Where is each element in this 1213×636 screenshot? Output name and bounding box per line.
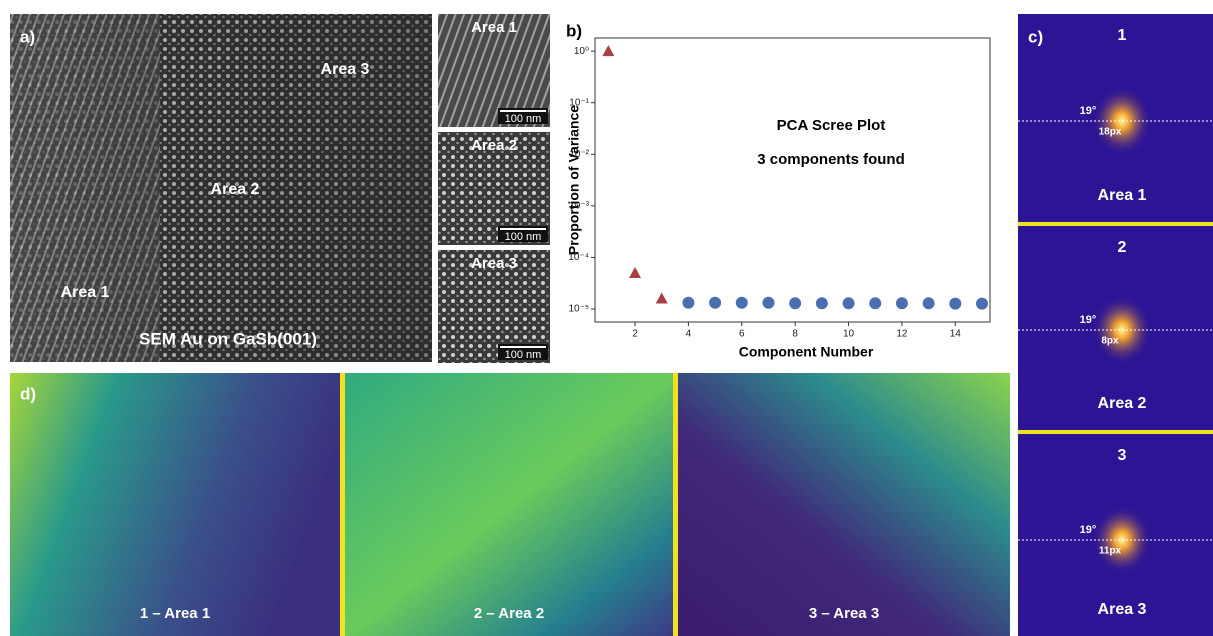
fft-index: 1 (1118, 27, 1127, 44)
y-tick-label: 10⁰ (574, 46, 589, 57)
caption: SEM Au on GaSb(001) (139, 329, 317, 348)
data-point (869, 297, 882, 310)
fft-area: Area 1 (1098, 187, 1147, 204)
panel-label: a) (20, 27, 35, 46)
y-axis-label: Proportion of Variance (566, 105, 582, 255)
panel-label: d) (20, 384, 36, 403)
map-label: 2 – Area 2 (474, 605, 544, 622)
y-tick-label: 10⁻³ (569, 201, 589, 212)
fft-area: Area 3 (1098, 601, 1147, 618)
component-map (345, 373, 673, 636)
x-tick-label: 14 (950, 329, 962, 340)
separator (1018, 222, 1213, 226)
scale-label: 100 nm (505, 349, 542, 361)
panel-label: c) (1028, 27, 1043, 46)
chart-subtitle: 3 components found (757, 151, 905, 168)
fft-index: 3 (1118, 447, 1127, 464)
scale-label: 100 nm (505, 231, 542, 243)
area-label: Area 2 (211, 181, 260, 198)
fft-angle: 19° (1080, 524, 1097, 536)
component-map (678, 373, 1010, 636)
fft-angle: 19° (1080, 105, 1097, 117)
data-point (922, 297, 935, 310)
fft-spacing: 11px (1099, 546, 1122, 557)
y-tick-label: 10⁻² (569, 149, 589, 160)
x-tick-label: 2 (632, 329, 638, 340)
scale-label: 100 nm (505, 113, 542, 125)
inset-title: Area 1 (471, 19, 517, 36)
map-label: 1 – Area 1 (140, 605, 210, 622)
plot-frame (594, 37, 991, 323)
separator (1018, 430, 1213, 434)
data-point (709, 296, 722, 309)
sem-shade (10, 14, 432, 362)
data-point (655, 292, 668, 304)
data-point (629, 266, 642, 278)
fft-index: 2 (1118, 239, 1127, 256)
fft-angle: 19° (1080, 314, 1097, 326)
inset-title: Area 2 (471, 137, 517, 154)
inset-title: Area 3 (471, 255, 517, 272)
x-tick-label: 4 (686, 329, 692, 340)
y-tick-label: 10⁻¹ (569, 97, 589, 108)
data-point (815, 297, 828, 310)
data-point (975, 297, 988, 310)
fft-spacing: 8px (1101, 336, 1119, 347)
fft-area: Area 2 (1098, 395, 1147, 412)
data-point (949, 297, 962, 310)
chart-title: PCA Scree Plot (777, 117, 886, 134)
data-point (602, 45, 615, 57)
data-point (682, 296, 695, 309)
panel-label: b) (566, 21, 582, 40)
area-label: Area 3 (321, 61, 370, 78)
map-label: 3 – Area 3 (809, 605, 879, 622)
data-point (735, 296, 748, 309)
x-tick-label: 10 (843, 329, 855, 340)
component-map (10, 373, 340, 636)
x-tick-label: 6 (739, 329, 745, 340)
area-label: Area 1 (61, 284, 110, 301)
y-tick-label: 10⁻⁵ (568, 304, 589, 315)
data-point (895, 297, 908, 310)
data-point (789, 297, 802, 310)
fft-spacing: 18px (1099, 127, 1122, 138)
x-axis-label: Component Number (739, 344, 874, 360)
y-tick-label: 10⁻⁴ (568, 252, 589, 263)
x-tick-label: 12 (896, 329, 908, 340)
data-point (762, 296, 775, 309)
x-tick-label: 8 (792, 329, 798, 340)
data-point (842, 297, 855, 310)
